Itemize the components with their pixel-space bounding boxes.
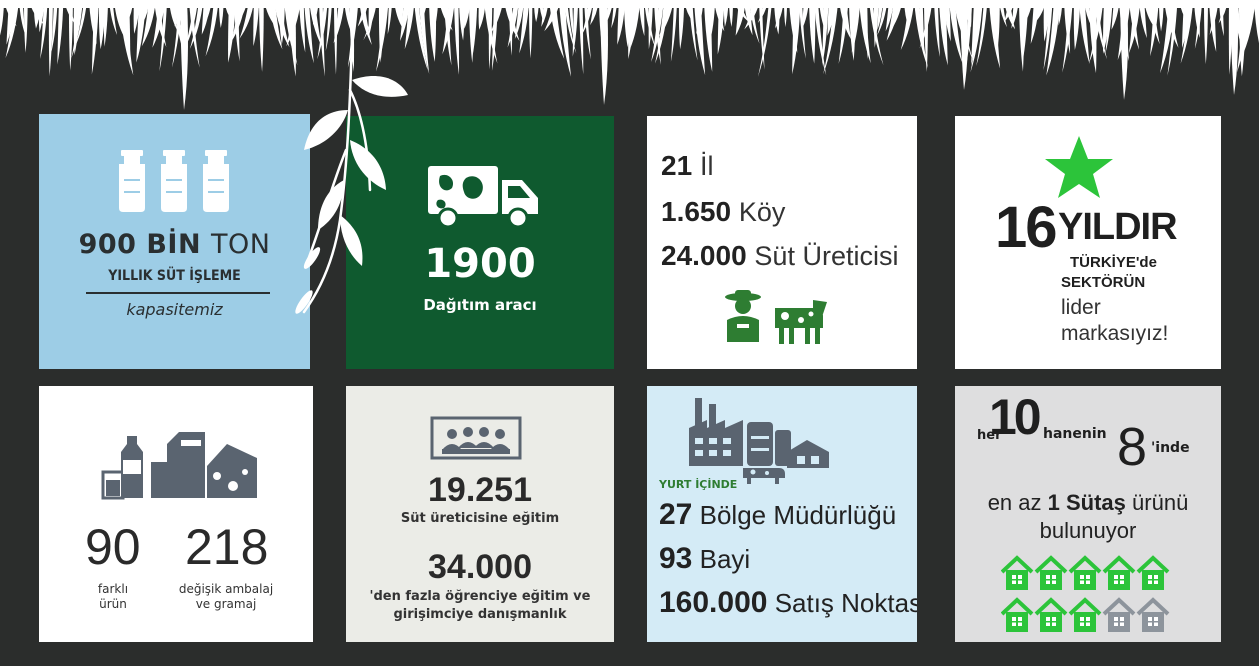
network-tag: YURT İÇİNDE — [659, 478, 738, 491]
households-eight: 8 — [1117, 417, 1148, 477]
producer-training-value: 19.251 — [428, 471, 532, 509]
households-line2: bulunuyor — [1039, 518, 1137, 543]
dairy-products-icon — [101, 432, 257, 500]
years-label: YILDIR — [1058, 206, 1178, 248]
house-icon — [1034, 555, 1068, 590]
products-caption: farklı ürün — [97, 582, 129, 611]
leadership-line3: lider — [1061, 296, 1101, 319]
factory-icon — [689, 398, 829, 484]
households-card: her 10 hanenin 8 'inde en az 1 Sütaş ürü… — [955, 386, 1221, 642]
households-ten: 10 — [989, 389, 1042, 445]
packages-caption: değişik ambalaj ve gramaj — [178, 582, 274, 611]
farmer-cow-icon — [725, 290, 827, 344]
grass-decoration — [0, 0, 1259, 110]
house-icon — [1102, 555, 1136, 590]
star-icon — [1045, 136, 1113, 198]
leadership-card: 16 YILDIR TÜRKİYE'de SEKTÖRÜN lider mark… — [955, 116, 1221, 369]
sales-points-line: 160.000 Satış Noktası — [659, 586, 917, 619]
audience-icon — [430, 416, 522, 460]
years-value: 16 — [995, 195, 1057, 260]
house-icon — [1068, 597, 1102, 632]
products-value: 90 — [85, 519, 141, 575]
households-line1: en az 1 Sütaş ürünü — [987, 490, 1189, 515]
households-hanenin: hanenin — [1043, 426, 1107, 442]
student-training-value: 34.000 — [428, 548, 532, 586]
truck-icon — [428, 166, 538, 229]
house-icon-grid — [1001, 555, 1170, 632]
capacity-value: 900 BİN TON — [78, 229, 271, 260]
villages-line: 1.650 Köy — [661, 196, 786, 227]
distribution-label: Dağıtım aracı — [423, 296, 537, 314]
capacity-caption: kapasitemiz — [126, 300, 223, 319]
capacity-card: 900 BİN TON YILLIK SÜT İŞLEME kapasitemi… — [39, 114, 310, 369]
producers-line: 24.000 Süt Üreticisi — [661, 240, 899, 271]
capacity-subtitle: YILLIK SÜT İŞLEME — [108, 268, 241, 284]
households-inde: 'inde — [1151, 440, 1190, 456]
households-her: her — [977, 428, 1002, 443]
network-card: YURT İÇİNDE 27 Bölge Müdürlüğü 93 Bayi 1… — [647, 386, 917, 642]
leadership-line2: SEKTÖRÜN — [1061, 274, 1146, 291]
provinces-line: 21 İl — [661, 150, 714, 181]
leadership-line4: markasıyız! — [1061, 322, 1169, 345]
vine-decoration — [295, 40, 408, 314]
dealers-line: 93 Bayi — [659, 542, 751, 575]
regions-line: 27 Bölge Müdürlüğü — [659, 498, 897, 531]
reach-card: 21 İl 1.650 Köy 24.000 Süt Üreticisi — [647, 116, 917, 369]
packages-value: 218 — [185, 519, 269, 575]
producer-training-label: Süt üreticisine eğitim — [400, 511, 560, 526]
house-icon — [1034, 597, 1068, 632]
products-card: 90 farklı ürün 218 değişik ambalaj ve gram… — [39, 386, 313, 642]
house-icon — [1068, 555, 1102, 590]
distribution-card: 1900 Dağıtım aracı — [346, 116, 614, 369]
leadership-line1: TÜRKİYE'de — [1070, 254, 1157, 271]
milk-can-icon — [119, 150, 229, 212]
house-icon — [1001, 555, 1034, 590]
student-training-label: 'den fazla öğrenciye eğitim ve girişimciy… — [369, 589, 591, 622]
house-icon — [1102, 597, 1136, 632]
house-icon — [1001, 597, 1034, 632]
training-card: 19.251 Süt üreticisine eğitim 34.000 'de… — [346, 386, 614, 642]
house-icon — [1136, 555, 1170, 590]
distribution-value: 1900 — [424, 241, 536, 287]
house-icon — [1136, 597, 1170, 632]
capacity-divider — [86, 292, 270, 294]
